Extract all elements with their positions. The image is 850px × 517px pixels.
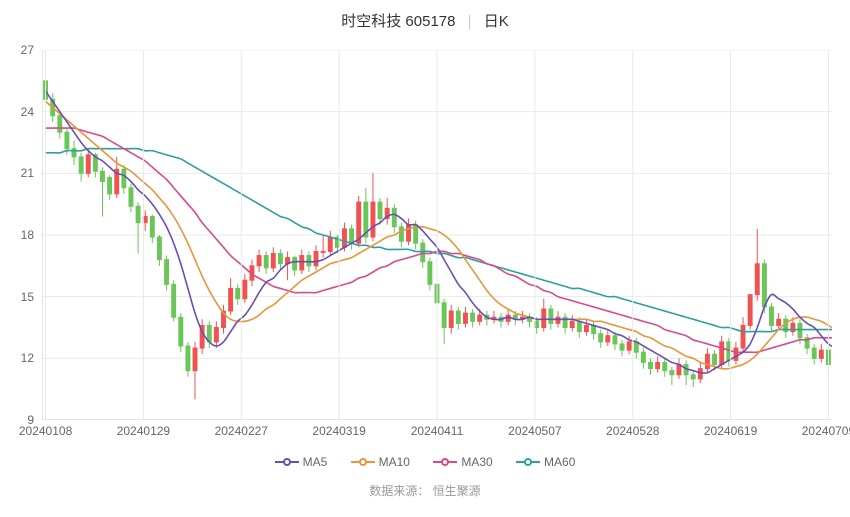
y-tick: 24 (21, 105, 34, 119)
chart-period: 日K (484, 13, 509, 30)
legend-marker-ma5 (275, 457, 299, 467)
chart-container: 时空科技 605178 | 日K 9121518212427 202401082… (0, 0, 850, 517)
legend-item-ma60[interactable]: MA60 (516, 455, 575, 469)
x-tick: 20240619 (704, 424, 757, 438)
y-axis: 9121518212427 (0, 50, 40, 420)
legend-item-ma5[interactable]: MA5 (275, 455, 328, 469)
x-tick: 20240108 (19, 424, 72, 438)
legend-item-ma10[interactable]: MA10 (351, 455, 410, 469)
stock-code: 605178 (405, 13, 455, 30)
x-tick: 20240129 (117, 424, 170, 438)
chart-plot-area (42, 50, 832, 420)
y-tick: 12 (21, 351, 34, 365)
source-value: 恒生聚源 (433, 484, 481, 498)
chart-title: 时空科技 605178 | 日K (0, 0, 850, 32)
x-tick: 20240319 (312, 424, 365, 438)
legend-marker-ma30 (433, 457, 457, 467)
legend-marker-ma10 (351, 457, 375, 467)
y-tick: 15 (21, 290, 34, 304)
x-tick: 20240507 (508, 424, 561, 438)
x-axis: 2024010820240129202402272024031920240411… (42, 424, 832, 444)
stock-name: 时空科技 (341, 13, 401, 30)
y-tick: 27 (21, 43, 34, 57)
data-source: 数据来源： 恒生聚源 (0, 482, 850, 499)
x-tick: 20240709 (802, 424, 850, 438)
y-tick: 21 (21, 166, 34, 180)
legend-item-ma30[interactable]: MA30 (433, 455, 492, 469)
legend-label-ma60: MA60 (544, 455, 575, 469)
legend-marker-ma60 (516, 457, 540, 467)
source-label: 数据来源： (369, 484, 429, 498)
x-tick: 20240528 (606, 424, 659, 438)
x-tick: 20240411 (411, 424, 464, 438)
x-tick: 20240227 (215, 424, 268, 438)
legend-label-ma10: MA10 (379, 455, 410, 469)
legend-label-ma30: MA30 (461, 455, 492, 469)
chart-svg (42, 50, 832, 420)
title-separator: | (468, 13, 472, 30)
legend: MA5 MA10 MA30 MA60 (0, 455, 850, 470)
legend-label-ma5: MA5 (303, 455, 328, 469)
y-tick: 18 (21, 228, 34, 242)
